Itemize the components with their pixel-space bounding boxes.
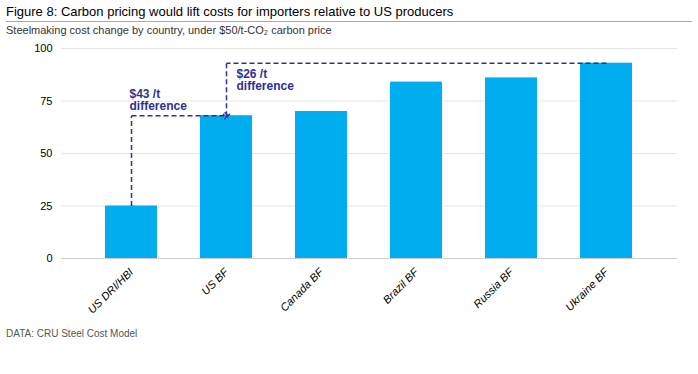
svg-text:US BF: US BF <box>199 265 231 297</box>
svg-text:US DRI/HBI: US DRI/HBI <box>85 266 135 316</box>
svg-text:$43 /tdifference: $43 /tdifference <box>130 87 188 113</box>
svg-text:100: 100 <box>34 42 52 54</box>
svg-text:25: 25 <box>40 200 52 212</box>
html-text:Steelmaking cost change by cou: Steelmaking cost change by country, unde… <box>6 24 332 36</box>
svg-text:0: 0 <box>46 252 52 264</box>
svg-text:Russia BF: Russia BF <box>471 265 516 310</box>
svg-text:Brazil BF: Brazil BF <box>380 265 421 306</box>
svg-text:50: 50 <box>40 147 52 159</box>
html-text:Figure 8: Carbon pricing would: Figure 8: Carbon pricing would lift cost… <box>6 4 454 19</box>
svg-text:75: 75 <box>40 95 52 107</box>
html-text:DATA: CRU Steel Cost Model: DATA: CRU Steel Cost Model <box>6 328 138 339</box>
svg-text:Ukraine BF: Ukraine BF <box>563 265 611 313</box>
svg-text:$26 /tdifference: $26 /tdifference <box>237 67 295 93</box>
svg-text:Canada BF: Canada BF <box>278 265 327 314</box>
